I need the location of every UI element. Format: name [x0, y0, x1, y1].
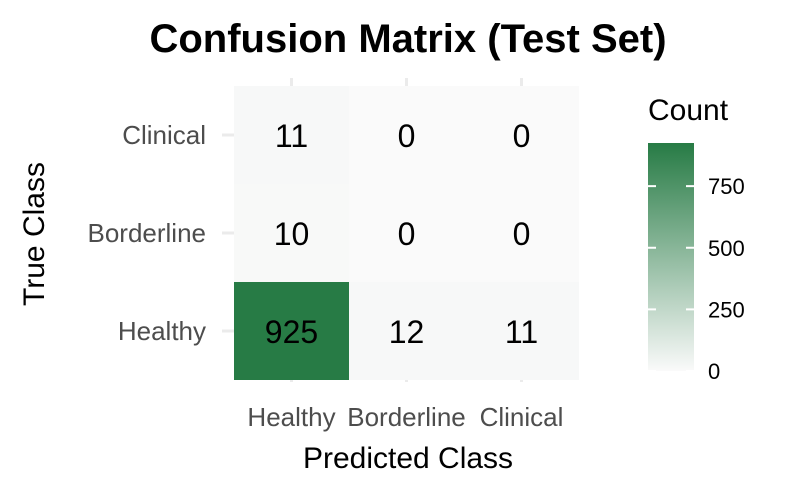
- heatmap-cell: [349, 282, 464, 380]
- heatmap-cell: [234, 86, 349, 184]
- cell-value-label: 10: [274, 216, 310, 252]
- heatmap-cell: [464, 282, 579, 380]
- cell-value-label: 925: [265, 314, 318, 350]
- heatmap-cell: [464, 184, 579, 282]
- y-tick-label: Healthy: [118, 316, 206, 346]
- y-axis-title: True Class: [18, 162, 51, 306]
- heatmap-cell: [234, 184, 349, 282]
- heatmap-cell: [464, 86, 579, 184]
- cell-value-label: 11: [275, 118, 308, 154]
- legend-colorbar: [648, 143, 694, 371]
- legend-title: Count: [648, 94, 729, 127]
- y-tick-label: Borderline: [87, 218, 206, 248]
- x-axis-ticks: Healthy Borderline Clinical: [247, 402, 563, 432]
- legend: Count 0 250 500 750: [648, 94, 745, 384]
- cell-value-label: 11: [505, 314, 538, 350]
- x-tick-label: Healthy: [247, 402, 335, 432]
- x-tick-label: Borderline: [347, 402, 466, 432]
- cell-value-label: 0: [398, 216, 416, 252]
- x-tick-label: Clinical: [480, 402, 564, 432]
- chart-title: Confusion Matrix (Test Set): [149, 17, 666, 61]
- cell-labels: 925 12 11 10 0 0 11 0 0: [265, 118, 538, 350]
- heatmap-cell: [349, 184, 464, 282]
- legend-tick-label: 0: [708, 359, 720, 384]
- legend-ticks: 0 250 500 750: [648, 174, 745, 384]
- cell-value-label: 12: [389, 314, 425, 350]
- y-tick-label: Clinical: [122, 120, 206, 150]
- x-axis-title: Predicted Class: [303, 442, 513, 475]
- cell-value-label: 0: [513, 216, 531, 252]
- cell-value-label: 0: [398, 118, 416, 154]
- legend-tick-label: 750: [708, 174, 745, 199]
- heatmap-cell: [349, 86, 464, 184]
- heatmap-cell: [234, 282, 349, 380]
- cell-value-label: 0: [513, 118, 531, 154]
- y-axis-ticks: Healthy Borderline Clinical: [87, 120, 206, 346]
- legend-tick-label: 500: [708, 236, 745, 261]
- heatmap-cells: [234, 86, 579, 380]
- legend-tick-label: 250: [708, 297, 745, 322]
